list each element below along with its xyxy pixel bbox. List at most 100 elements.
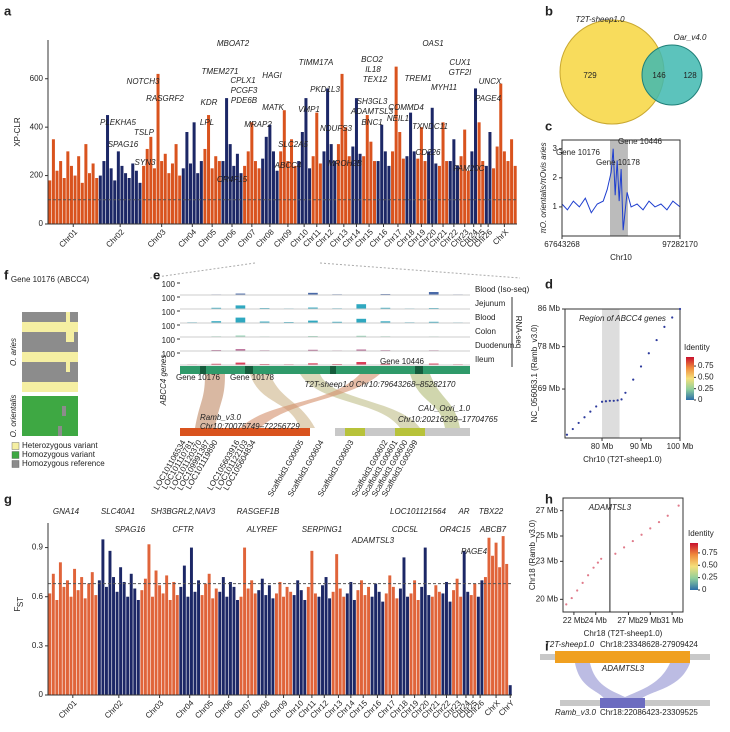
gene-label: SERPING1 — [302, 525, 342, 534]
assembly-label: Chr10:70075749–72256729 — [200, 422, 300, 431]
track-tick-label: 100 — [162, 336, 176, 345]
heatmap-cell — [58, 426, 62, 436]
manhattan-bar — [282, 110, 286, 224]
manhattan-bar — [73, 568, 77, 695]
heatmap-cell — [70, 416, 74, 426]
gene-block — [415, 366, 423, 374]
manhattan-bar — [278, 581, 282, 695]
manhattan-bar — [513, 165, 517, 224]
manhattan-bar — [140, 590, 144, 695]
manhattan-bar — [452, 590, 456, 695]
venn-count: 146 — [652, 71, 666, 80]
heatmap-cell — [46, 382, 50, 392]
heatmap-cell — [50, 426, 54, 436]
coverage-bar — [308, 349, 318, 351]
heatmap-cell — [38, 396, 42, 406]
manhattan-bar — [448, 161, 452, 224]
heatmap-cell — [30, 382, 34, 392]
manhattan-bar — [221, 161, 225, 224]
gene-label: ADAMTSL3 — [351, 536, 395, 545]
manhattan-bar — [473, 583, 477, 695]
legend-title: Identity — [684, 343, 710, 352]
heatmap-cell — [54, 342, 58, 352]
heatmap-cell — [34, 382, 38, 392]
manhattan-bar — [427, 595, 431, 695]
manhattan-bar — [466, 170, 470, 224]
heatmap-cell — [26, 382, 30, 392]
heatmap-cell — [42, 416, 46, 426]
y-tick-label: 2 — [553, 173, 558, 182]
manhattan-bar — [306, 586, 310, 695]
manhattan-bar — [108, 550, 112, 695]
heatmap-cell — [70, 352, 74, 362]
manhattan-bar — [182, 565, 186, 695]
manhattan-bar — [354, 98, 358, 224]
manhattan-bar — [492, 168, 496, 224]
manhattan-bar — [488, 132, 492, 224]
alignment-dot — [620, 398, 623, 401]
panel-label: d — [545, 276, 553, 291]
track-tick-label: 100 — [162, 308, 176, 317]
heatmap-cell — [66, 382, 70, 392]
manhattan-bar — [271, 151, 275, 224]
manhattan-bar — [494, 542, 498, 695]
manhattan-bar — [336, 144, 340, 224]
heatmap-cell — [46, 396, 50, 406]
manhattan-bar — [149, 136, 153, 224]
legend-swatch — [11, 451, 20, 459]
heatmap-cell — [50, 372, 54, 382]
colorbar-tick-label: 0 — [698, 395, 703, 404]
manhattan-bar — [441, 593, 445, 695]
x-tick-label: 24 Mb — [585, 616, 608, 625]
manhattan-bar — [310, 550, 314, 695]
manhattan-bar — [167, 173, 171, 224]
manhattan-bar — [66, 580, 69, 695]
plot-annotation: Region of ABCC4 genes — [579, 314, 666, 323]
heatmap-cell — [70, 332, 74, 342]
heatmap-cell — [26, 342, 30, 352]
manhattan-bar — [448, 601, 452, 695]
heatmap-cell — [58, 322, 62, 332]
chromosome-label: Chr05 — [196, 227, 218, 249]
manhattan-bar — [480, 580, 484, 695]
y-axis-label: πO. orientalis/πOvis aries — [539, 142, 548, 233]
coverage-bar — [332, 321, 342, 323]
y-tick-label: 23 Mb — [536, 556, 559, 565]
heatmap-cell — [22, 332, 26, 342]
manhattan-bar — [463, 129, 467, 224]
synteny-ribbon — [575, 663, 690, 700]
manhattan-bar — [416, 599, 420, 695]
y-tick-label: 27 Mb — [536, 506, 559, 515]
heatmap-cell — [50, 322, 54, 332]
heatmap-cell — [42, 352, 46, 362]
manhattan-bar — [356, 590, 360, 695]
manhattan-bar — [367, 586, 371, 695]
heatmap-cell — [58, 352, 62, 362]
manhattan-bar — [147, 544, 151, 695]
heatmap-cell — [66, 322, 70, 332]
manhattan-bar — [303, 599, 307, 695]
manhattan-bar — [207, 573, 211, 695]
alignment-dot — [583, 416, 586, 419]
y-tick-label: 86 Mb — [538, 304, 561, 313]
y-tick-label: 3 — [553, 144, 558, 153]
alignment-dot — [616, 399, 619, 402]
manhattan-bar — [349, 581, 353, 695]
manhattan-bar — [395, 598, 399, 695]
gene-annotation: Gene 10178 — [596, 158, 641, 167]
heatmap-cell — [42, 406, 46, 416]
alignment-dot — [663, 325, 666, 328]
manhattan-bar — [97, 580, 101, 695]
manhattan-bar — [455, 578, 459, 695]
manhattan-bar — [170, 163, 174, 224]
heatmap-cell — [74, 312, 78, 322]
manhattan-bar — [365, 115, 369, 224]
manhattan-bar — [142, 165, 146, 224]
heatmap-cell — [62, 406, 66, 416]
manhattan-bar — [174, 144, 178, 224]
data-line — [561, 148, 681, 231]
gene-label: MROH2B — [328, 159, 363, 168]
manhattan-bar — [66, 151, 70, 224]
alignment-dot — [678, 307, 682, 311]
heatmap-cell — [30, 416, 34, 426]
